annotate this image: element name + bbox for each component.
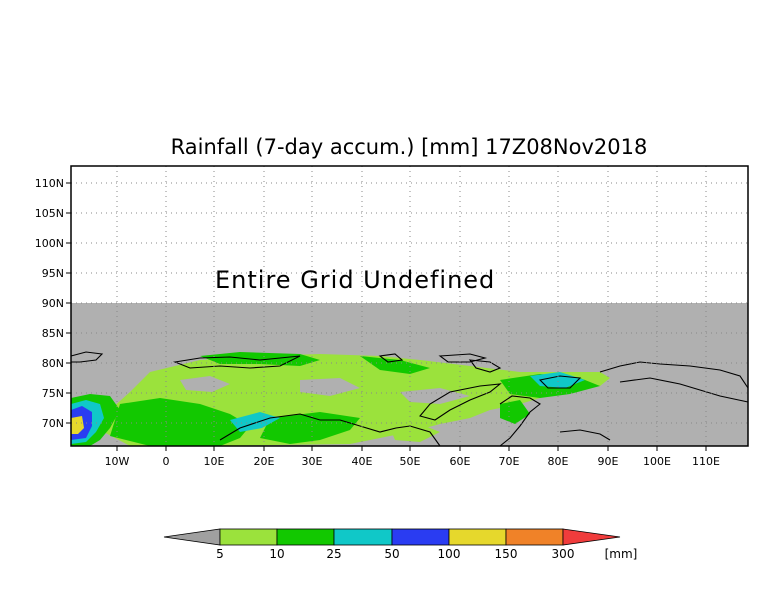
colorbar-segment-4: [391, 528, 450, 546]
lat-tick-label: 90N: [42, 297, 64, 310]
lon-tick-label: 30E: [302, 455, 323, 468]
lat-tick-label: 85N: [42, 327, 64, 340]
lat-tick-label: 70N: [42, 417, 64, 430]
colorbar-unit: [mm]: [605, 547, 638, 561]
undefined-grid-message: Entire Grid Undefined: [215, 266, 495, 294]
colorbar-segment-1: [219, 528, 278, 546]
map-title: Rainfall (7-day accum.) [mm] 17Z08Nov201…: [171, 135, 648, 159]
lat-tick-label: 75N: [42, 387, 64, 400]
lat-tick-label: 100N: [35, 237, 64, 250]
colorbar-segment-2: [276, 528, 335, 546]
lon-tick-label: 60E: [450, 455, 471, 468]
colorbar-label: 50: [384, 547, 399, 561]
colorbar-label: 300: [552, 547, 575, 561]
plot-area: [70, 165, 749, 447]
grid-lines: [71, 166, 748, 446]
lon-tick-label: 40E: [352, 455, 373, 468]
lat-tick-label: 110N: [35, 177, 64, 190]
lon-tick-label: 10E: [204, 455, 225, 468]
lat-tick-label: 80N: [42, 357, 64, 370]
lon-tick-label: 100E: [643, 455, 671, 468]
colorbar-label: 5: [216, 547, 224, 561]
colorbar-segment-0: [163, 528, 221, 546]
colorbar-label: 150: [495, 547, 518, 561]
lon-tick-label: 90E: [598, 455, 619, 468]
colorbar: 5 10 25 50 100 150 300 [mm]: [163, 528, 638, 561]
lon-tick-labels: 10W 0 10E 20E 30E 40E 50E 60E 70E 80E 90…: [105, 455, 720, 468]
colorbar-label: 10: [269, 547, 284, 561]
colorbar-label: 100: [438, 547, 461, 561]
colorbar-segment-5: [448, 528, 507, 546]
lat-tick-label: 95N: [42, 267, 64, 280]
lat-tick-label: 105N: [35, 207, 64, 220]
lon-tick-label: 20E: [254, 455, 275, 468]
lon-tick-marks: [116, 446, 707, 451]
lat-tick-labels: 110N 105N 100N 95N 90N 85N 80N 75N 70N: [35, 177, 64, 430]
coastlines: [70, 351, 749, 447]
lon-tick-label: 110E: [692, 455, 720, 468]
lon-tick-label: 10W: [105, 455, 130, 468]
lon-tick-label: 80E: [548, 455, 569, 468]
lon-tick-label: 70E: [499, 455, 520, 468]
colorbar-segment-7: [562, 528, 621, 546]
lat-tick-marks: [66, 182, 71, 424]
colorbar-segment-6: [505, 528, 564, 546]
colorbar-segment-3: [333, 528, 393, 546]
lon-tick-label: 50E: [400, 455, 421, 468]
colorbar-label: 25: [326, 547, 341, 561]
lon-tick-label: 0: [163, 455, 170, 468]
